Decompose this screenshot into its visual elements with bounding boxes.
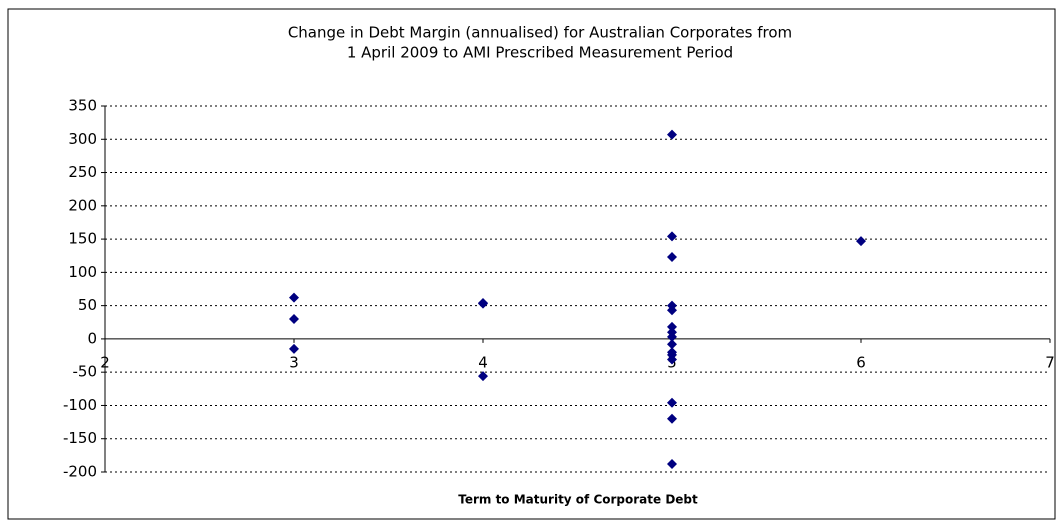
point bbox=[667, 129, 677, 140]
chart-frame bbox=[7, 8, 1056, 520]
point bbox=[667, 331, 677, 342]
point bbox=[667, 397, 677, 408]
point bbox=[667, 305, 677, 316]
y-tick-label: 100 bbox=[68, 263, 97, 281]
x-tick-label: 7 bbox=[1045, 353, 1055, 371]
x-tick-label: 4 bbox=[478, 353, 488, 371]
x-axis-label: Term to Maturity of Corporate Debt bbox=[458, 493, 698, 507]
point bbox=[289, 343, 299, 354]
y-tick-label: -150 bbox=[63, 429, 97, 447]
y-tick-label: -50 bbox=[73, 363, 98, 381]
y-tick-label: -200 bbox=[63, 463, 97, 481]
y-tick-label: 250 bbox=[68, 163, 97, 181]
point bbox=[289, 292, 299, 303]
y-tick-label: 350 bbox=[68, 97, 97, 115]
point bbox=[478, 297, 488, 308]
point bbox=[667, 252, 677, 263]
point bbox=[856, 236, 866, 247]
point bbox=[667, 459, 677, 470]
point bbox=[478, 371, 488, 382]
point bbox=[667, 231, 677, 242]
point bbox=[667, 339, 677, 350]
chart-title: Change in Debt Margin (annualised) for A… bbox=[288, 24, 792, 42]
y-tick-label: 300 bbox=[68, 130, 97, 148]
point bbox=[667, 413, 677, 424]
y-tick-label: -100 bbox=[63, 396, 97, 414]
point bbox=[667, 354, 677, 365]
y-tick-label: 0 bbox=[87, 329, 97, 347]
y-tick-label: 50 bbox=[78, 296, 97, 314]
y-tick-label: 200 bbox=[68, 196, 97, 214]
x-tick-label: 3 bbox=[289, 353, 299, 371]
point bbox=[289, 313, 299, 324]
y-tick-label: 150 bbox=[68, 230, 97, 248]
point bbox=[667, 321, 677, 332]
x-tick-label: 2 bbox=[100, 353, 110, 371]
x-tick-label: 6 bbox=[856, 353, 866, 371]
chart-title: 1 April 2009 to AMI Prescribed Measureme… bbox=[347, 44, 733, 62]
